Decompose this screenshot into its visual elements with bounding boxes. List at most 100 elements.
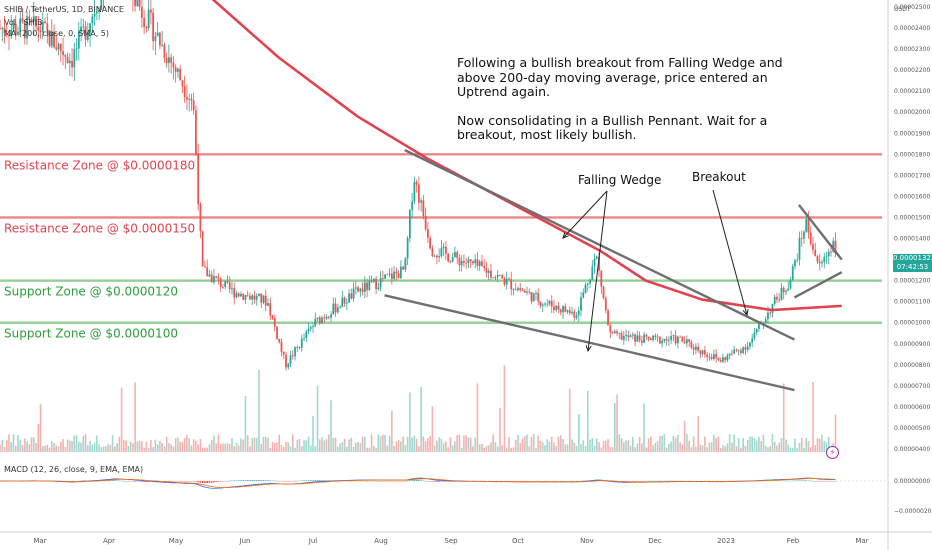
volume-bar [478,444,481,452]
candle-body [384,274,387,279]
volume-bar [422,436,425,452]
candle-body [794,260,796,267]
candle-body [413,182,416,202]
lightning-icon[interactable]: ⚡ [826,446,839,459]
volume-bar [143,447,145,452]
volume-bar [179,441,181,452]
macd-histogram-bar [769,480,772,482]
volume-bar [755,440,758,452]
volume-bar [731,442,733,452]
volume-bar [343,438,346,452]
volume-bar [438,437,440,452]
candle-body [3,27,6,34]
candle-body [228,282,231,290]
candle-body [231,288,233,290]
volume-bar [528,446,531,452]
macd-histogram-bar [285,481,287,482]
candle-body [530,292,533,302]
volume-bar [481,443,483,452]
volume-bar [305,440,308,452]
candle-body [134,0,137,7]
candle-body [422,200,425,216]
x-tick-label: Dec [648,537,662,545]
macd-histogram-bar [413,480,416,481]
volume-bar [60,441,62,452]
x-tick-label: Mar [33,537,46,545]
y-tick-label: 0.00000400 [894,446,930,453]
volume-bar [12,434,15,452]
candle-body [415,182,418,185]
volume-bar [267,437,269,452]
candle-body [726,355,729,361]
y-tick-label: 0.00001800 [894,151,930,158]
volume-bar [577,414,580,452]
candle-body [291,355,294,357]
candle-body [492,277,495,279]
candle-body [372,278,375,282]
macd-histogram-bar [391,481,393,482]
volume-bar [165,436,168,452]
candle-body [708,356,711,358]
ma-legend: MA (200, close, 0, SMA, 5) [4,29,110,38]
candle-body [834,240,837,254]
candle-body [631,334,634,336]
candle-body [404,258,407,270]
volume-bar [321,437,323,452]
volume-bar [213,435,215,452]
volume-bar [190,445,193,452]
x-tick-label: Jun [239,537,251,545]
candle-body [294,347,296,357]
candle-body [379,278,382,288]
macd-histogram-bar [433,481,436,482]
volume-bar [37,423,40,452]
volume-bar [688,440,690,452]
candle-body [469,259,472,262]
macd-histogram-bar [654,480,657,482]
volume-bar [827,436,830,452]
volume-bar [418,446,420,452]
zone-label-support: Support Zone @ $0.0000100 [4,327,178,341]
volume-bar [652,445,654,452]
candle-body [577,310,580,316]
volume-bar [686,434,688,452]
macd-tick-label: 0.00000000 [894,478,930,485]
volume-bar [294,447,296,452]
candle-body [64,55,67,57]
macd-histogram-bar [231,480,233,482]
volume-bar [647,438,650,452]
candle-body [195,110,197,155]
volume-bar [98,444,100,452]
volume-bar [195,440,197,452]
candle-body [332,303,335,315]
macd-histogram-bar [825,481,828,482]
macd-histogram-bar [267,480,269,481]
volume-bar [114,446,116,452]
volume-bar [57,446,60,452]
volume-bar [467,437,470,452]
volume-bar [366,447,368,452]
candle-body [26,16,28,39]
candle-body [755,328,758,333]
macd-histogram-bar [323,480,326,481]
volume-bar [767,447,769,452]
volume-bar [668,443,670,452]
volume-bar [445,441,447,452]
candle-body [327,316,330,318]
candle-body [307,328,310,332]
y-tick-label: 0.00000600 [894,404,930,411]
candle-body [809,232,812,245]
volume-bar [341,442,344,452]
candle-body [713,354,715,359]
volume-bar [402,436,404,452]
candle-body [336,307,339,313]
volume-bar [614,403,616,452]
candle-body [417,184,420,203]
candle-body [658,336,661,344]
volume-bar [138,440,141,452]
macd-histogram-bar [213,481,215,483]
volume-bar [26,441,28,452]
macd-histogram-bar [174,481,177,482]
macd-histogram-bar [114,480,116,481]
candle-body [10,29,13,37]
